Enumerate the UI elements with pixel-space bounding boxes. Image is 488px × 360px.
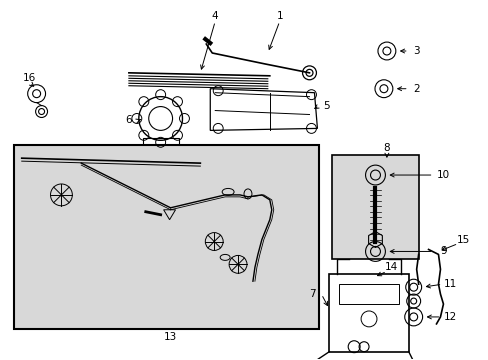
Text: 9: 9 xyxy=(439,247,446,256)
Bar xyxy=(142,138,178,158)
Bar xyxy=(332,155,418,260)
Text: 15: 15 xyxy=(456,234,469,244)
Text: 8: 8 xyxy=(383,143,389,153)
Text: 2: 2 xyxy=(412,84,419,94)
Text: 3: 3 xyxy=(412,46,419,56)
Text: 1: 1 xyxy=(276,11,283,21)
Text: 13: 13 xyxy=(163,332,177,342)
Text: 14: 14 xyxy=(385,262,398,272)
Text: 12: 12 xyxy=(443,312,456,322)
Text: 10: 10 xyxy=(436,170,449,180)
Text: 6: 6 xyxy=(125,116,132,126)
Bar xyxy=(14,145,319,329)
Text: 4: 4 xyxy=(211,11,218,21)
Text: 16: 16 xyxy=(23,73,36,83)
Text: 7: 7 xyxy=(308,289,315,299)
Bar xyxy=(339,284,398,304)
Bar xyxy=(328,274,408,352)
Text: 11: 11 xyxy=(443,279,456,289)
Text: 5: 5 xyxy=(323,100,329,111)
